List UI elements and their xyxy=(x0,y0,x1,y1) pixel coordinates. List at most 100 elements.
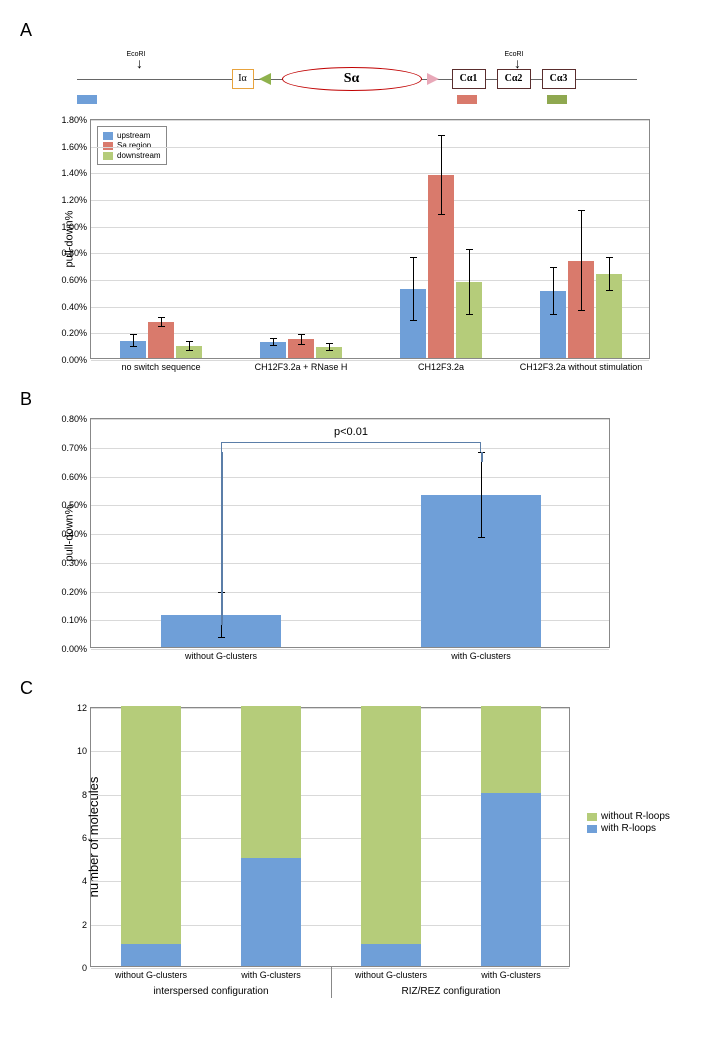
swatch-upstream xyxy=(77,95,97,104)
chart-c: number of molecules 024681012without G-c… xyxy=(90,707,570,967)
bar xyxy=(120,341,146,358)
ca1-box: Cα1 xyxy=(452,69,486,89)
bar-without-rloops xyxy=(361,706,421,944)
ia-box: Iα xyxy=(232,69,254,89)
panel-c-label: C xyxy=(20,678,693,699)
bar xyxy=(540,291,566,358)
x-label: CH12F3.2a without stimulation xyxy=(511,358,651,372)
sa-ellipse: Sα xyxy=(282,67,422,91)
gridline xyxy=(91,120,649,121)
legend-with-rloops: with R-loops xyxy=(601,823,656,834)
y-tick: 0.30% xyxy=(61,558,91,568)
chart-a-legend: upstream Sa region downstream xyxy=(97,126,167,165)
y-tick: 0 xyxy=(82,963,91,973)
gridline xyxy=(91,227,649,228)
chart-a-ytitle: pull-down% xyxy=(63,211,75,268)
y-tick: 1.20% xyxy=(61,195,91,205)
bar xyxy=(148,322,174,358)
legend-without-rloops: without R-loops xyxy=(601,811,670,822)
y-tick: 10 xyxy=(77,746,91,756)
ecori-arrow-right: ↓ xyxy=(513,59,523,67)
bar xyxy=(288,339,314,358)
bar-with-rloops xyxy=(241,858,301,966)
bar-with-rloops xyxy=(481,793,541,966)
bar xyxy=(421,495,541,647)
gridline xyxy=(91,419,609,420)
legend-upstream: upstream xyxy=(117,131,150,140)
x-label: with G-clusters xyxy=(451,966,571,980)
panel-a-label: A xyxy=(20,20,693,41)
x-label: no switch sequence xyxy=(91,358,231,372)
x-label: without G-clusters xyxy=(91,966,211,980)
y-tick: 2 xyxy=(82,920,91,930)
ca2-text: Cα2 xyxy=(505,73,523,84)
x-label: without G-clusters xyxy=(91,647,351,661)
gene-diagram: EcoRI ↓ EcoRI ↓ Iα Sα Cα1 Cα2 Cα3 xyxy=(77,49,637,109)
chart-a: pull-down% upstream Sa region downstream… xyxy=(90,119,650,359)
gridline xyxy=(91,280,649,281)
y-tick: 0.40% xyxy=(61,529,91,539)
y-tick: 0.00% xyxy=(61,644,91,654)
ia-text: Iα xyxy=(238,73,247,84)
x-label: CH12F3.2a xyxy=(371,358,511,372)
ca3-box: Cα3 xyxy=(542,69,576,89)
bar xyxy=(428,175,454,358)
legend-sa: Sa region xyxy=(117,141,151,150)
bar-with-rloops xyxy=(361,944,421,966)
x-label: CH12F3.2a + RNase H xyxy=(231,358,371,372)
ecori-arrow-left: ↓ xyxy=(135,59,145,67)
gridline xyxy=(91,200,649,201)
y-tick: 6 xyxy=(82,833,91,843)
y-tick: 1.60% xyxy=(61,142,91,152)
bar-without-rloops xyxy=(241,706,301,858)
gridline xyxy=(91,173,649,174)
bar-without-rloops xyxy=(481,706,541,793)
x-label: with G-clusters xyxy=(351,647,611,661)
y-tick: 1.00% xyxy=(61,222,91,232)
bar xyxy=(400,289,426,358)
triangle-pink xyxy=(427,73,439,85)
y-tick: 0.60% xyxy=(61,275,91,285)
x-label: without G-clusters xyxy=(331,966,451,980)
x-group-label: RIZ/REZ configuration xyxy=(331,986,571,997)
y-tick: 0.10% xyxy=(61,615,91,625)
y-tick: 0.40% xyxy=(61,302,91,312)
ca2-box: Cα2 xyxy=(497,69,531,89)
y-tick: 0.00% xyxy=(61,355,91,365)
bar xyxy=(176,346,202,358)
gridline xyxy=(91,253,649,254)
ca3-text: Cα3 xyxy=(550,73,568,84)
triangle-green xyxy=(259,73,271,85)
y-tick: 1.80% xyxy=(61,115,91,125)
panel-b-label: B xyxy=(20,389,693,410)
bar xyxy=(596,274,622,358)
y-tick: 0.60% xyxy=(61,472,91,482)
y-tick: 0.70% xyxy=(61,443,91,453)
swatch-sa xyxy=(457,95,477,104)
panel-a: A EcoRI ↓ EcoRI ↓ Iα Sα Cα1 Cα2 Cα3 pull… xyxy=(20,20,693,359)
y-tick: 8 xyxy=(82,790,91,800)
y-tick: 1.40% xyxy=(61,168,91,178)
swatch-downstream xyxy=(547,95,567,104)
panel-c: C number of molecules 024681012without G… xyxy=(20,678,693,1007)
bar xyxy=(456,282,482,358)
ca1-text: Cα1 xyxy=(460,73,478,84)
y-tick: 0.20% xyxy=(61,328,91,338)
bar xyxy=(568,261,594,358)
p-value: p<0.01 xyxy=(221,426,481,438)
y-tick: 0.50% xyxy=(61,500,91,510)
legend-downstream: downstream xyxy=(117,151,161,160)
p-bracket xyxy=(221,442,481,452)
bar-without-rloops xyxy=(121,706,181,944)
gridline xyxy=(91,477,609,478)
x-label: with G-clusters xyxy=(211,966,331,980)
bar-with-rloops xyxy=(121,944,181,966)
chart-c-legend: without R-loops with R-loops xyxy=(582,807,675,838)
y-tick: 0.80% xyxy=(61,248,91,258)
y-tick: 0.20% xyxy=(61,587,91,597)
chart-b: pull-down% 0.00%0.10%0.20%0.30%0.40%0.50… xyxy=(90,418,610,648)
bar xyxy=(316,347,342,358)
y-tick: 12 xyxy=(77,703,91,713)
x-group-label: interspersed configuration xyxy=(91,986,331,997)
gridline xyxy=(91,147,649,148)
